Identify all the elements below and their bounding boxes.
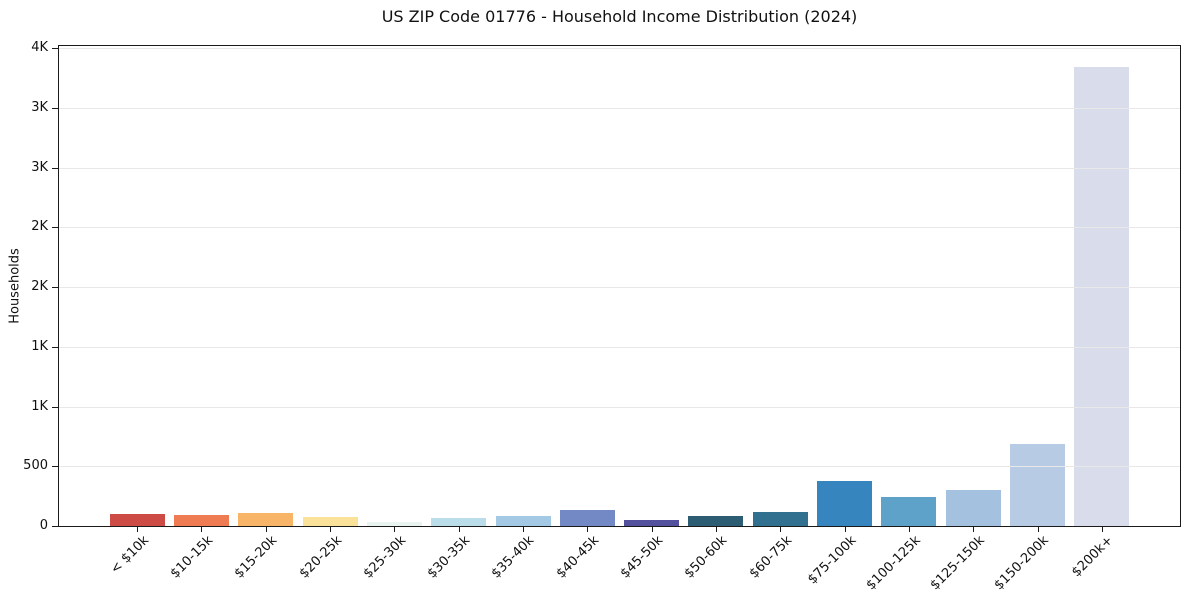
y-tick-mark [52,526,58,527]
y-tick-mark [52,466,58,467]
y-tick-label: 0 [39,518,48,533]
bar [109,514,165,526]
y-tick-label: 4K [31,40,48,55]
x-tick-mark [909,527,910,532]
x-tick-label: $75-100k [804,533,860,588]
bar [881,497,937,526]
y-tick-label: 2K [31,279,48,294]
x-tick-mark [266,527,267,532]
y-tick-mark [52,287,58,288]
x-tick-mark [459,527,460,532]
bar [238,513,294,526]
x-tick-mark [780,527,781,532]
y-tick-mark [52,108,58,109]
x-tick-label: $45-50k [617,533,667,582]
bar [366,522,422,526]
bar [1074,67,1130,526]
bar [559,510,615,526]
x-tick-label: $10-15k [167,533,217,582]
y-tick-label: 500 [23,458,48,473]
x-tick-mark [716,527,717,532]
x-tick-mark [1038,527,1039,532]
x-tick-mark [652,527,653,532]
x-tick-label: $35-40k [489,533,538,582]
bar [817,481,873,526]
x-tick-label: $40-45k [553,533,602,582]
bar [624,520,680,526]
bar [302,517,358,526]
x-tick-label: $150-200k [991,533,1053,593]
bar [1010,444,1066,526]
y-tick-mark [52,168,58,169]
bar [752,512,808,526]
x-tick-label: $25-30k [360,533,410,582]
y-tick-label: 3K [31,160,48,175]
x-tick-label: $50-60k [682,533,731,582]
x-tick-mark [973,527,974,532]
x-tick-mark [394,527,395,532]
bar [495,516,551,526]
plot-area [58,45,1181,527]
bar [945,490,1001,526]
y-tick-label: 1K [31,399,48,414]
x-tick-label: $200k+ [1069,533,1117,581]
y-axis-label: Households [7,248,23,324]
chart-title: US ZIP Code 01776 - Household Income Dis… [381,7,858,26]
x-tick-label: $15-20k [231,533,281,582]
x-tick-label: $60-75k [746,533,795,582]
y-tick-label: 1K [31,339,48,354]
x-tick-mark [523,527,524,532]
x-tick-mark [587,527,588,532]
x-tick-label: $30-35k [424,533,474,582]
y-tick-label: 2K [31,219,48,234]
x-tick-mark [137,527,138,532]
x-tick-label: < $10k [107,533,152,578]
y-tick-mark [52,347,58,348]
y-tick-label: 3K [31,100,48,115]
x-tick-label: $125-150k [927,533,988,593]
bar [688,516,744,526]
x-tick-label: $20-25k [296,533,345,582]
x-tick-label: $100-125k [863,533,924,593]
bar [173,515,229,526]
y-tick-mark [52,48,58,49]
bar [431,518,487,526]
x-tick-mark [330,527,331,532]
bars-layer [59,46,1180,526]
x-tick-mark [845,527,846,532]
y-tick-mark [52,227,58,228]
y-tick-mark [52,407,58,408]
x-tick-mark [1102,527,1103,532]
x-tick-mark [201,527,202,532]
